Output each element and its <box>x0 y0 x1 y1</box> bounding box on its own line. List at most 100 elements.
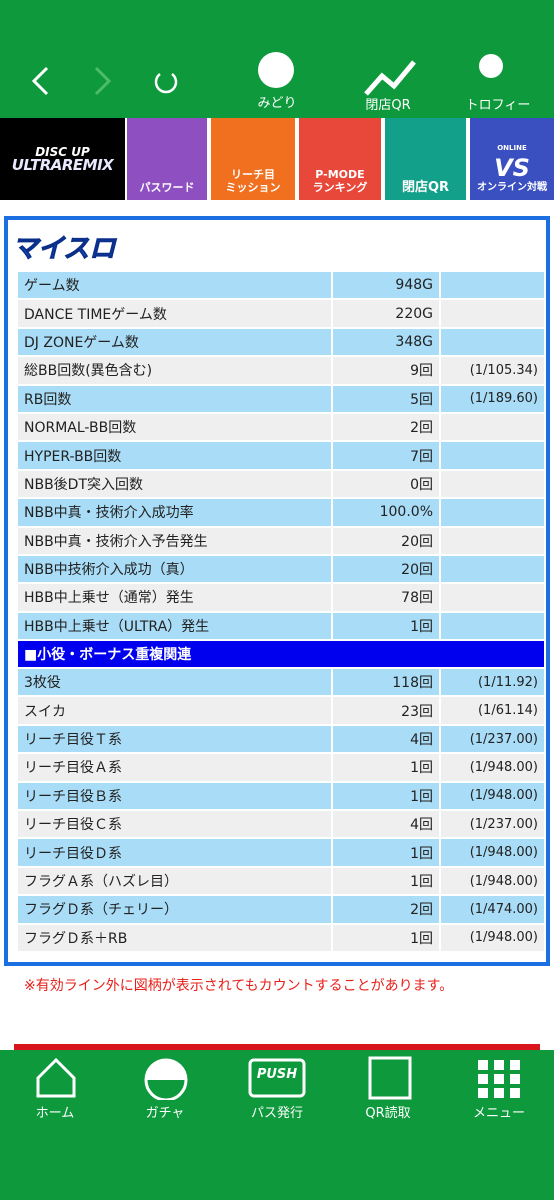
row-ratio <box>439 499 544 528</box>
row-value: 20回 <box>331 555 439 585</box>
row-value: 100.0% <box>331 499 439 528</box>
row-value: 2回 <box>331 896 439 925</box>
row-label: フラグＡ系（ハズレ目） <box>18 867 331 897</box>
row-value: 4回 <box>331 725 439 755</box>
data-table: ゲーム数 948G DANCE TIMEゲーム数 220G DJ ZONEゲーム数 348… <box>18 272 544 953</box>
row-label: 3枚役 <box>18 669 331 698</box>
menu-tile[interactable]: 閉店QR <box>385 118 466 200</box>
row-value: 1回 <box>331 924 439 953</box>
nav-label[interactable]: トロフィー <box>465 98 531 113</box>
table-row: フラグＤ系＋RB 1回 (1/948.00) <box>18 924 544 953</box>
top-icons <box>31 52 503 96</box>
row-label: NBB中真・技術介入予告発生 <box>18 527 331 556</box>
trophy-icon[interactable] <box>479 54 503 78</box>
row-label: 総BB回数(異色含む) <box>18 357 331 386</box>
row-ratio: (1/948.00) <box>439 867 544 897</box>
row-value: 948G <box>331 272 439 301</box>
row-value: 1回 <box>331 612 439 642</box>
row-value: 348G <box>331 328 439 358</box>
row-label: スイカ <box>18 697 331 726</box>
row-ratio: (1/474.00) <box>439 896 544 925</box>
row-ratio <box>439 612 544 642</box>
logo-bottom: ULTRAREMIX <box>11 156 114 174</box>
badge-top: ONLINE <box>497 144 527 152</box>
row-ratio <box>439 442 544 471</box>
table-row: リーチ目役Ｄ系 1回 (1/948.00) <box>18 839 544 868</box>
menu-label: オンライン対戦 <box>477 182 547 193</box>
table-row: ゲーム数 948G <box>18 272 544 301</box>
row-label: ゲーム数 <box>18 272 331 301</box>
row-label: HYPER-BB回数 <box>18 442 331 471</box>
row-value: 5回 <box>331 385 439 414</box>
row-label: フラグＤ系＋RB <box>18 924 331 953</box>
table-row: リーチ目役Ｂ系 1回 (1/948.00) <box>18 782 544 812</box>
row-ratio: (1/948.00) <box>439 839 544 868</box>
row-value: 118回 <box>331 669 439 698</box>
table-row: フラグＡ系（ハズレ目） 1回 (1/948.00) <box>18 867 544 897</box>
row-label: RB回数 <box>18 385 331 414</box>
home-icon[interactable] <box>36 1057 76 1098</box>
row-ratio: (1/105.34) <box>439 357 544 386</box>
menu-label: 閉店QR <box>401 180 450 195</box>
bottom-label[interactable]: ガチャ <box>145 1106 185 1121</box>
row-value: 2回 <box>331 413 439 443</box>
row-value: 1回 <box>331 782 439 812</box>
row-ratio <box>439 300 544 329</box>
row-ratio <box>439 272 544 301</box>
pass-icon[interactable] <box>248 1058 306 1098</box>
menu-tile[interactable]: パスワード <box>127 118 207 200</box>
midori-icon[interactable] <box>258 52 294 88</box>
back-icon[interactable] <box>31 66 49 96</box>
row-label: NBB中真・技術介入成功率 <box>18 499 331 528</box>
menu-tile[interactable]: リーチ目 ミッション <box>211 118 295 200</box>
bottom-label[interactable]: ホーム <box>35 1106 75 1121</box>
reload-icon[interactable] <box>154 73 178 94</box>
row-ratio <box>439 584 544 613</box>
logo[interactable]: DISC UP ULTRAREMIX <box>0 118 125 200</box>
menu-label: リーチ目 <box>231 168 275 181</box>
table-row: HYPER-BB回数 7回 <box>18 442 544 471</box>
table-row: DJ ZONEゲーム数 348G <box>18 328 544 358</box>
row-ratio <box>439 470 544 500</box>
row-value: 78回 <box>331 584 439 613</box>
table-row: HBB中上乗せ（ULTRA）発生 1回 <box>18 612 544 642</box>
table-row: リーチ目役Ｃ系 4回 (1/237.00) <box>18 811 544 840</box>
table-row: リーチ目役Ｔ系 4回 (1/237.00) <box>18 725 544 755</box>
bottom-label[interactable]: QR読取 <box>365 1106 411 1121</box>
bottom-label[interactable]: メニュー <box>472 1106 525 1121</box>
qr-read-icon[interactable] <box>368 1056 412 1100</box>
row-value: 20回 <box>331 527 439 556</box>
table-row: HBB中上乗せ（通常）発生 78回 <box>18 584 544 613</box>
top-bar: みどり 閉店QR トロフィー <box>0 0 554 118</box>
logo-top: DISC UP <box>35 145 90 159</box>
row-label: HBB中上乗せ（ULTRA）発生 <box>18 612 331 642</box>
badge-text: VS <box>494 154 530 182</box>
qr-icon[interactable] <box>364 60 416 96</box>
table-row: 総BB回数(異色含む) 9回 (1/105.34) <box>18 357 544 386</box>
row-ratio: (1/11.92) <box>439 669 544 698</box>
row-label: NBB中技術介入成功（真） <box>18 555 331 585</box>
row-ratio <box>439 328 544 358</box>
row-ratio: (1/61.14) <box>439 697 544 726</box>
bottom-label[interactable]: パス発行 <box>250 1106 303 1121</box>
forward-icon[interactable] <box>94 66 112 96</box>
nav-label[interactable]: みどり <box>257 96 297 111</box>
menu-banner: DISC UP ULTRAREMIX パスワード リーチ目 ミッション P-MOD… <box>0 118 554 200</box>
menu-tile[interactable]: P-MODE ランキング <box>299 118 381 200</box>
row-label: フラグＤ系（チェリー） <box>18 896 331 925</box>
bottom-icons <box>36 1056 520 1100</box>
table-row: フラグＤ系（チェリー） 2回 (1/474.00) <box>18 896 544 925</box>
row-value: 1回 <box>331 867 439 897</box>
table-row: NORMAL-BB回数 2回 <box>18 413 544 443</box>
menu-icon[interactable] <box>478 1060 520 1098</box>
row-label: リーチ目役Ｃ系 <box>18 811 331 840</box>
row-value: 1回 <box>331 754 439 783</box>
row-value: 220G <box>331 300 439 329</box>
table-row: DANCE TIMEゲーム数 220G <box>18 300 544 329</box>
row-value: 7回 <box>331 442 439 471</box>
nav-label[interactable]: 閉店QR <box>365 98 411 113</box>
note: ※有効ライン外に図柄が表示されてもカウントすることがあります。 <box>24 978 454 994</box>
menu-tile[interactable]: ONLINE VS オンライン対戦 <box>470 118 554 200</box>
row-value: 0回 <box>331 470 439 500</box>
